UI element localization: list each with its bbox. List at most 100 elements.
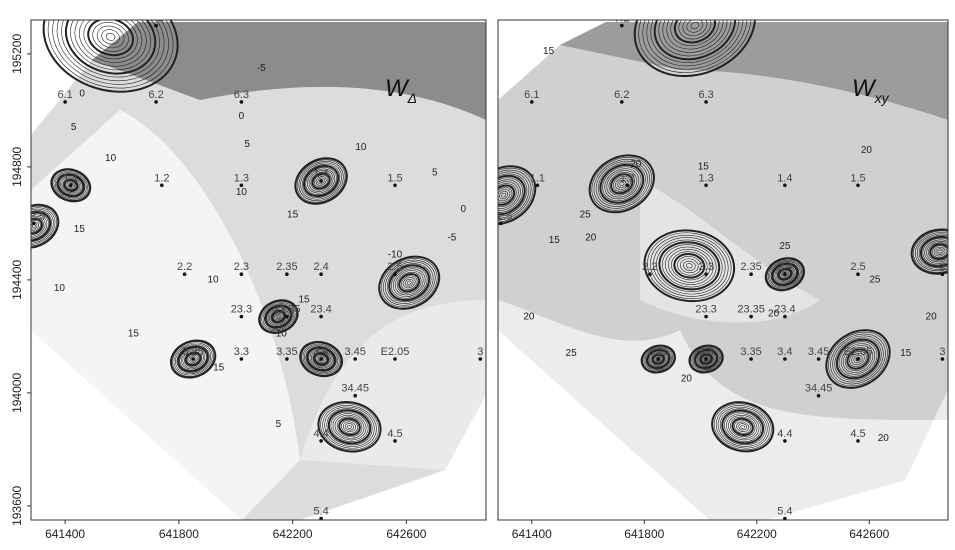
contour-line bbox=[736, 421, 750, 432]
contour-line bbox=[307, 168, 336, 194]
contour-line bbox=[593, 158, 650, 209]
station-label: 3.4 bbox=[313, 346, 328, 358]
contour-line bbox=[498, 165, 537, 225]
station-label: 2.4 bbox=[313, 261, 328, 273]
station: 1.1 bbox=[530, 172, 545, 188]
contour-line bbox=[300, 162, 342, 200]
station-marker bbox=[154, 23, 158, 28]
station-marker bbox=[285, 314, 289, 319]
contour-line bbox=[683, 260, 696, 271]
contour-value-label: 20 bbox=[630, 159, 642, 170]
contour-line bbox=[651, 353, 666, 365]
contour-line bbox=[378, 255, 441, 310]
contour-line bbox=[181, 348, 206, 370]
contour-line bbox=[50, 168, 92, 203]
contour-line bbox=[320, 403, 379, 451]
contour-value-label: 15 bbox=[543, 46, 555, 57]
contour-line bbox=[58, 175, 83, 196]
contour-line bbox=[928, 242, 948, 261]
contour-line bbox=[61, 20, 160, 78]
station-label: 2.35 bbox=[740, 261, 761, 273]
contour-line bbox=[740, 424, 746, 429]
contour-line bbox=[53, 171, 88, 200]
contour-value-label: 20 bbox=[768, 309, 780, 320]
station: 1.3 bbox=[698, 172, 714, 188]
contour-line bbox=[498, 187, 513, 204]
contour-line bbox=[179, 347, 207, 371]
contour-line bbox=[617, 179, 627, 188]
contour-line bbox=[186, 353, 200, 365]
contour-value-label: 10 bbox=[54, 283, 66, 294]
contour-line bbox=[31, 208, 54, 244]
contour-line bbox=[643, 347, 673, 371]
contour-line bbox=[591, 157, 653, 211]
contour-line bbox=[169, 339, 217, 379]
station-label: 3.35 bbox=[740, 346, 761, 358]
station: 6.1 bbox=[524, 89, 539, 104]
contour-line bbox=[299, 340, 343, 378]
contour-line bbox=[31, 217, 44, 236]
contour-line bbox=[913, 230, 948, 273]
station-label: 1.5 bbox=[850, 172, 865, 184]
contour-line bbox=[54, 172, 87, 199]
contour-line bbox=[673, 253, 706, 279]
station-label: 6.1 bbox=[524, 89, 539, 101]
contour-value-label: 20 bbox=[585, 232, 597, 243]
contour-value-label: 15 bbox=[213, 362, 225, 373]
station-marker bbox=[319, 516, 323, 520]
contour-line bbox=[849, 351, 867, 367]
station-label: 1.4 bbox=[777, 172, 792, 184]
contour-line bbox=[668, 248, 711, 283]
y-tick-label: 194000 bbox=[10, 373, 24, 413]
contour-extremum bbox=[711, 401, 775, 453]
contour-line bbox=[172, 341, 215, 377]
y-axis-ticks: 195200 194800 194400 194000 193600 bbox=[10, 34, 31, 526]
contour-line bbox=[926, 241, 948, 263]
station-label: 2.4 bbox=[777, 261, 792, 273]
station-marker bbox=[620, 23, 624, 28]
station: 2.3 bbox=[234, 261, 249, 277]
contour-line bbox=[92, 21, 129, 52]
contour-line bbox=[318, 356, 325, 362]
station-marker bbox=[239, 183, 244, 188]
station-marker bbox=[182, 272, 187, 277]
contour-line bbox=[303, 164, 340, 198]
station-label: 3.45 bbox=[808, 346, 829, 358]
contour-line bbox=[834, 337, 882, 381]
contour-line bbox=[31, 221, 39, 231]
contour-line bbox=[347, 424, 352, 429]
contour-line bbox=[846, 348, 870, 370]
station-label: 2.3 bbox=[698, 261, 713, 273]
station-label: 1.1 bbox=[530, 172, 545, 184]
contour-line bbox=[851, 352, 865, 366]
contour-line bbox=[63, 178, 79, 192]
contour-line bbox=[642, 20, 748, 70]
station: 3.3 bbox=[698, 346, 714, 361]
contour-line bbox=[385, 261, 434, 304]
station: 23.35 bbox=[737, 304, 765, 319]
station: 23.4 bbox=[774, 304, 796, 319]
station: 6.2 bbox=[614, 89, 629, 104]
station: 4.4 bbox=[313, 428, 329, 443]
contour-line bbox=[315, 176, 327, 186]
contour-value-label: -5 bbox=[257, 63, 266, 74]
station: 2.4 bbox=[313, 261, 329, 277]
station-marker bbox=[319, 357, 323, 361]
station: 3.45 bbox=[808, 346, 829, 361]
x-tick-label: 642600 bbox=[849, 527, 889, 541]
station: 3.35 bbox=[740, 346, 762, 361]
contour-line bbox=[665, 246, 714, 285]
station-marker bbox=[783, 516, 787, 520]
station: 4.5 bbox=[387, 428, 403, 443]
station-marker bbox=[319, 179, 323, 183]
station-label: 3 bbox=[477, 346, 483, 358]
contour-line bbox=[673, 20, 716, 44]
contour-line bbox=[65, 180, 77, 190]
contour-line bbox=[724, 411, 762, 442]
contour-line bbox=[730, 416, 756, 437]
contour-line bbox=[70, 20, 152, 71]
contour-line bbox=[604, 168, 640, 200]
station: 2.2 bbox=[177, 261, 192, 277]
station-marker bbox=[783, 357, 787, 361]
contour-value-label: 15 bbox=[549, 235, 561, 246]
